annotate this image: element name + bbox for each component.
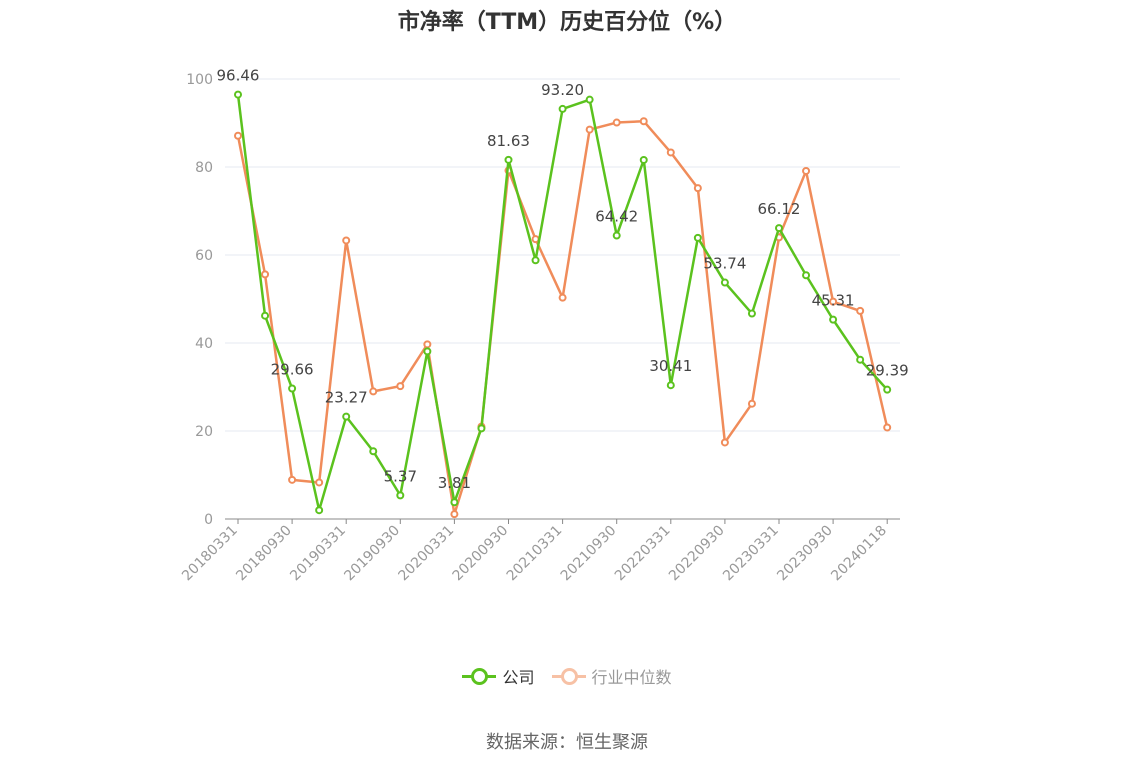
data-point-0-18 — [720, 278, 729, 287]
data-point-1-6 — [396, 382, 405, 391]
data-point-1-5 — [369, 387, 378, 396]
x-tick-label: 20230331 — [720, 523, 782, 585]
x-tick-label: 20230930 — [774, 523, 836, 585]
legend-item-company[interactable]: 公司 — [462, 664, 534, 688]
data-point-0-20 — [775, 224, 783, 233]
data-point-1-23 — [856, 306, 865, 315]
x-tick-label: 20180331 — [179, 523, 241, 585]
chart-legend: 公司 行业中位数 — [0, 664, 1134, 688]
x-tick-label: 20220930 — [666, 523, 728, 585]
data-point-1-11 — [531, 235, 540, 244]
x-tick-label: 20210331 — [504, 523, 566, 585]
data-point-1-13 — [585, 125, 594, 134]
y-tick-label: 100 — [186, 72, 213, 88]
chart-plot: 0 20 40 60 80 100 2018033120180930201903312019… — [179, 67, 909, 585]
data-point-0-2 — [288, 384, 297, 393]
data-point-0-12 — [558, 104, 567, 113]
x-tick-label: 20220331 — [612, 523, 674, 585]
data-label: 29.39 — [866, 362, 909, 380]
y-tick-label: 60 — [195, 248, 213, 264]
legend-label-company: 公司 — [502, 668, 535, 687]
legend-swatch-company — [462, 668, 497, 685]
data-point-1-24 — [883, 423, 892, 432]
x-tick-label: 20200930 — [450, 523, 512, 585]
data-label: 5.37 — [384, 467, 417, 485]
series-line-0 — [236, 94, 889, 512]
data-point-1-22 — [829, 297, 838, 306]
chart-title: 市净率（TTM）历史百分位（%） — [397, 10, 737, 35]
data-point-0-10 — [504, 155, 513, 164]
y-tick-label: 20 — [195, 424, 213, 440]
data-point-0-1 — [261, 311, 270, 320]
data-point-1-1 — [261, 270, 270, 279]
data-label: 53.74 — [703, 255, 746, 273]
x-tick-label: 20180930 — [233, 523, 295, 585]
data-source-note: 数据来源：恒生聚源 — [486, 732, 648, 753]
data-point-0-19 — [747, 309, 756, 318]
legend-swatch-industry-median — [551, 668, 586, 685]
data-point-0-9 — [477, 424, 486, 433]
data-point-1-12 — [558, 293, 567, 302]
data-point-1-17 — [693, 184, 702, 193]
data-label: 3.81 — [438, 474, 471, 492]
data-point-0-17 — [693, 233, 702, 242]
data-point-1-16 — [666, 148, 675, 157]
data-label: 29.66 — [271, 360, 314, 378]
x-tick-label: 20200331 — [396, 523, 458, 585]
data-point-0-11 — [531, 256, 540, 265]
data-point-0-8 — [450, 498, 459, 507]
y-tick-label: 40 — [195, 336, 213, 352]
data-point-0-5 — [369, 447, 378, 456]
x-tick-label: 20210930 — [558, 523, 620, 585]
data-point-0-7 — [423, 347, 432, 356]
data-point-1-8 — [450, 510, 459, 519]
data-point-1-4 — [342, 236, 351, 245]
y-tick-label: 0 — [204, 512, 213, 528]
data-label: 81.63 — [487, 132, 530, 150]
data-label: 66.12 — [758, 200, 801, 218]
data-label: 45.31 — [812, 292, 855, 310]
data-point-1-7 — [423, 340, 432, 349]
legend-label-industry-median: 行业中位数 — [591, 668, 672, 687]
data-point-1-21 — [802, 166, 811, 175]
data-point-0-15 — [639, 155, 648, 164]
data-label: 30.41 — [649, 357, 692, 375]
legend-item-industry-median[interactable]: 行业中位数 — [551, 664, 672, 688]
data-point-1-2 — [288, 475, 297, 484]
data-point-1-19 — [747, 399, 756, 408]
data-point-1-15 — [639, 117, 648, 126]
data-point-0-3 — [315, 506, 324, 515]
data-label: 64.42 — [595, 208, 638, 226]
data-point-0-13 — [585, 95, 594, 104]
y-tick-label: 80 — [195, 160, 213, 176]
x-tick-label: 20240118 — [828, 523, 890, 585]
data-point-0-14 — [612, 231, 621, 240]
data-point-1-18 — [720, 438, 729, 447]
data-point-1-14 — [612, 118, 621, 127]
data-point-0-6 — [396, 491, 405, 500]
x-tick-label: 20190930 — [341, 523, 403, 585]
data-point-0-21 — [802, 271, 811, 280]
data-point-0-0 — [234, 90, 242, 99]
x-tick-label: 20190331 — [287, 523, 349, 585]
data-label: 96.46 — [217, 67, 260, 85]
data-point-0-24 — [883, 385, 892, 394]
data-point-0-4 — [342, 412, 351, 421]
data-point-0-16 — [666, 381, 675, 390]
data-point-0-22 — [829, 315, 838, 324]
data-label: 23.27 — [325, 389, 368, 407]
data-point-1-3 — [315, 478, 324, 487]
data-label: 93.20 — [541, 81, 584, 99]
data-point-1-0 — [234, 131, 242, 140]
data-point-0-23 — [856, 355, 865, 364]
